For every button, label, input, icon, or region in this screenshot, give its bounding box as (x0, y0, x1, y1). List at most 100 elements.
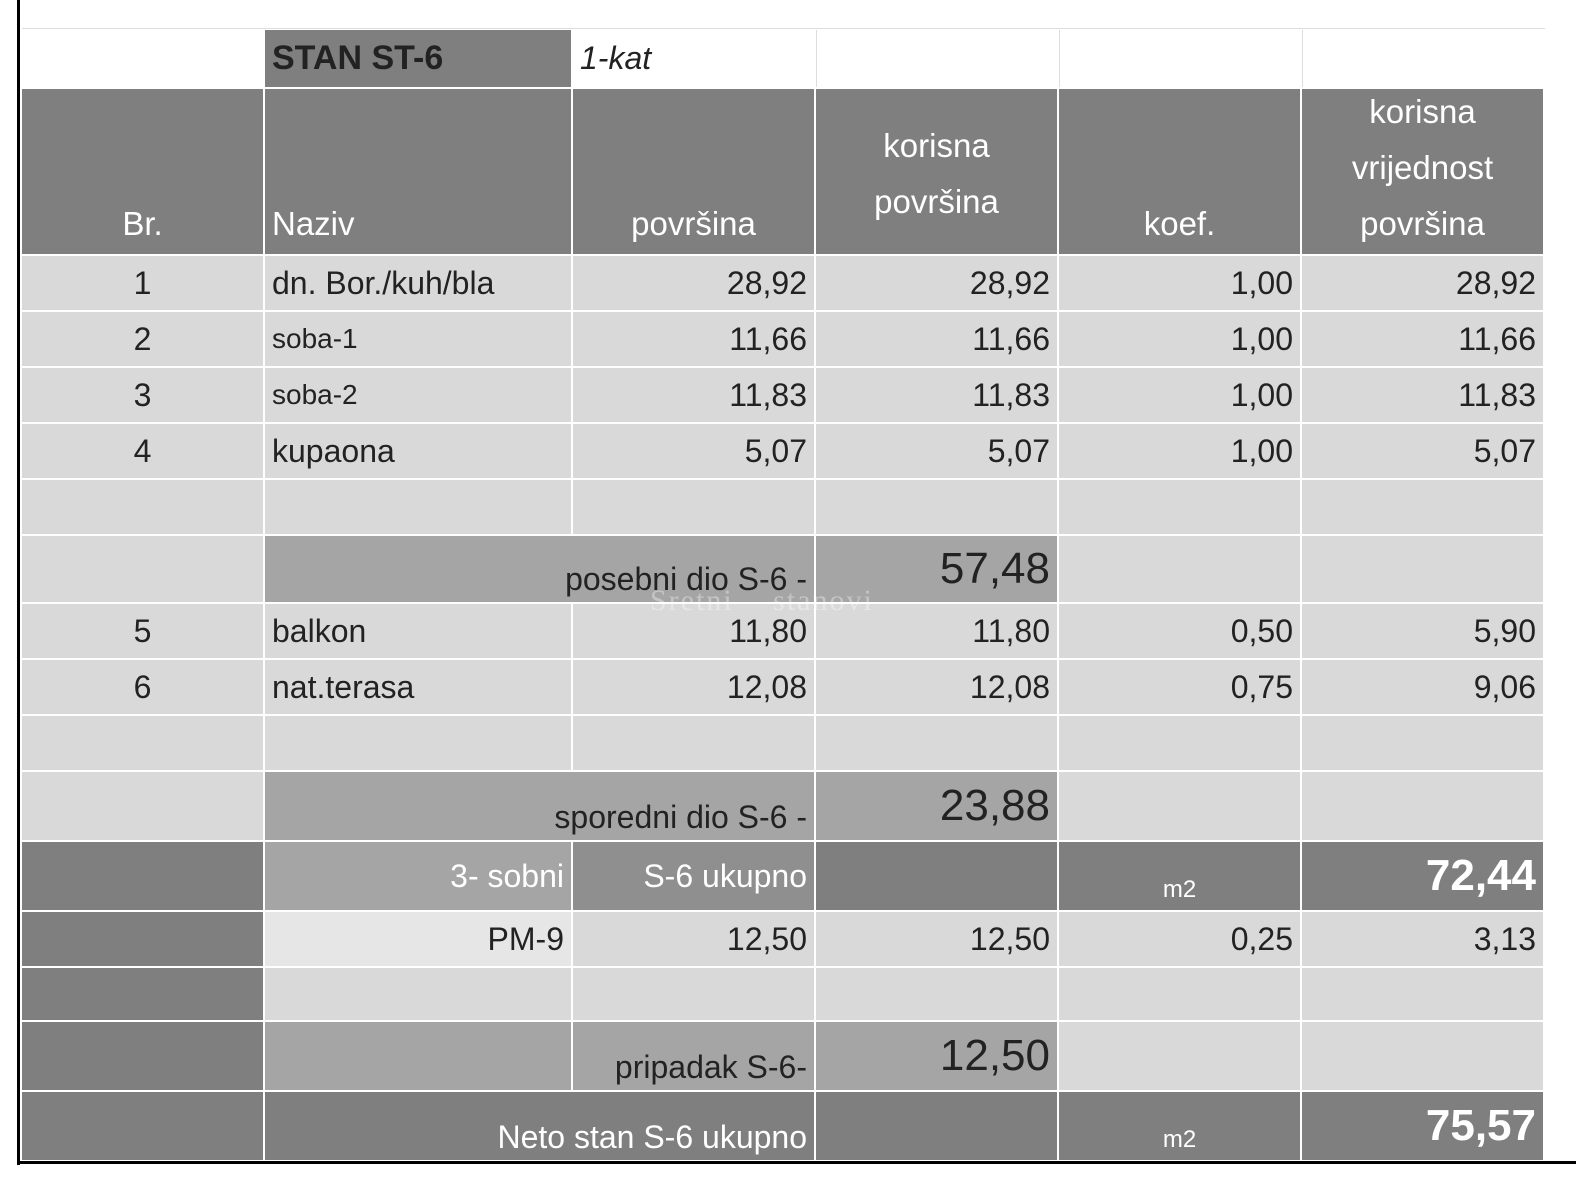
table-cell: 5,07 (1302, 424, 1543, 478)
table-cell: 1,00 (1059, 312, 1300, 366)
blank-cell (1059, 716, 1300, 770)
blank-cell (1059, 1022, 1300, 1090)
blank-cell (816, 30, 1057, 87)
blank-cell (573, 716, 814, 770)
column-header: korisna površina (816, 89, 1057, 254)
blank-cell (816, 1092, 1057, 1160)
table-cell: soba-1 (265, 312, 571, 366)
watermark: Sretni stanovi (650, 584, 874, 617)
table-cell: 11,83 (816, 368, 1057, 422)
table-cell: 2 (22, 312, 263, 366)
blank-cell (1059, 772, 1300, 840)
blank-cell (1302, 716, 1543, 770)
table-cell: 9,06 (1302, 660, 1543, 714)
column-header: Naziv (265, 89, 571, 254)
blank-cell (1059, 536, 1300, 602)
table-cell: 5,07 (573, 424, 814, 478)
table-cell: 11,66 (573, 312, 814, 366)
table-cell: 11,83 (1302, 368, 1543, 422)
table-cell: 3,13 (1302, 912, 1543, 966)
blank-cell (22, 1022, 263, 1090)
blank-cell (265, 716, 571, 770)
column-header: Br. (22, 89, 263, 254)
table-cell: 28,92 (816, 256, 1057, 310)
table-cell: kupaona (265, 424, 571, 478)
blank-cell (22, 968, 263, 1020)
blank-cell (1302, 1022, 1543, 1090)
column-header: koef. (1059, 89, 1300, 254)
table-cell: 12,50 (816, 912, 1057, 966)
table-cell: 5 (22, 604, 263, 658)
blank-cell (1302, 968, 1543, 1020)
table-cell: 1,00 (1059, 368, 1300, 422)
total-type: 3- sobni (265, 842, 571, 910)
blank-cell (22, 912, 263, 966)
table-cell: balkon (265, 604, 571, 658)
blank-cell (22, 536, 263, 602)
table-cell: nat.terasa (265, 660, 571, 714)
blank-cell (22, 480, 263, 534)
table-cell: 6 (22, 660, 263, 714)
blank-cell (1302, 772, 1543, 840)
table-cell: 5,07 (816, 424, 1057, 478)
bottom-border (17, 1161, 1576, 1164)
column-header: površina (573, 89, 814, 254)
blank-cell (1059, 968, 1300, 1020)
blank-cell (22, 842, 263, 910)
table-cell: 12,08 (573, 660, 814, 714)
blank-cell (573, 480, 814, 534)
table-cell: 1,00 (1059, 424, 1300, 478)
table-cell: PM-9 (265, 912, 571, 966)
unit-label: m2 (1059, 1092, 1300, 1160)
blank-cell (265, 968, 571, 1020)
table-cell: 5,90 (1302, 604, 1543, 658)
blank-cell (816, 716, 1057, 770)
subtotal-label: posebni dio S-6 - (265, 536, 814, 602)
table-cell: soba-2 (265, 368, 571, 422)
blank-cell (1059, 480, 1300, 534)
blank-cell (22, 1092, 263, 1160)
table-cell: 0,75 (1059, 660, 1300, 714)
table-cell: 28,92 (573, 256, 814, 310)
table-cell: 11,83 (573, 368, 814, 422)
table-cell: 3 (22, 368, 263, 422)
table-cell: 1,00 (1059, 256, 1300, 310)
unit-label: m2 (1059, 842, 1300, 910)
blank-cell (816, 842, 1057, 910)
blank-cell (1302, 536, 1543, 602)
blank-cell (573, 968, 814, 1020)
table-cell: 0,50 (1059, 604, 1300, 658)
table-cell: 12,50 (573, 912, 814, 966)
total-label: S-6 ukupno (573, 842, 814, 910)
blank-cell (1059, 30, 1300, 87)
table-cell: 1 (22, 256, 263, 310)
table-cell: 11,66 (1302, 312, 1543, 366)
subtotal-label: pripadak S-6- (573, 1022, 814, 1090)
table-cell: dn. Bor./kuh/bla (265, 256, 571, 310)
floor-label: 1-kat (573, 30, 814, 87)
subtotal-value: 57,48 (816, 536, 1057, 602)
table-cell: 28,92 (1302, 256, 1543, 310)
blank-cell (22, 30, 263, 87)
table-cell: 12,08 (816, 660, 1057, 714)
net-label: Neto stan S-6 ukupno (265, 1092, 814, 1160)
total-value: 72,44 (1302, 842, 1543, 910)
blank-cell (1302, 480, 1543, 534)
apartment-title: STAN ST-6 (265, 30, 571, 87)
table-cell: 0,25 (1059, 912, 1300, 966)
net-value: 75,57 (1302, 1092, 1543, 1160)
table-cell: 11,80 (573, 604, 814, 658)
blank-cell (1302, 30, 1543, 87)
top-rule (22, 28, 1545, 29)
left-border (17, 0, 20, 1165)
column-header: korisna vrijednost površina (1302, 89, 1543, 254)
table-cell: 4 (22, 424, 263, 478)
table-cell: 11,80 (816, 604, 1057, 658)
blank-cell (22, 772, 263, 840)
blank-cell (816, 480, 1057, 534)
blank-cell (265, 480, 571, 534)
blank-cell (265, 1022, 571, 1090)
subtotal-value: 12,50 (816, 1022, 1057, 1090)
subtotal-value: 23,88 (816, 772, 1057, 840)
